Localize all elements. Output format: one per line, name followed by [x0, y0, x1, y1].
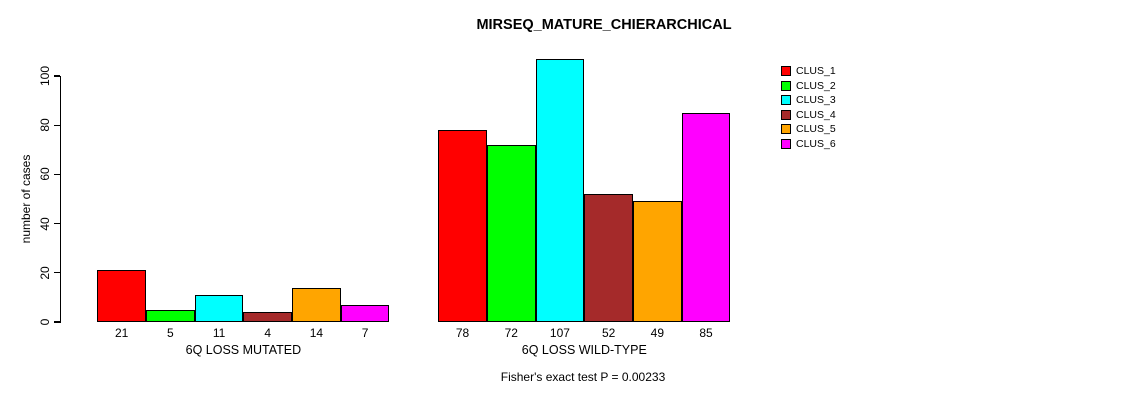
legend-item-clus-4: CLUS_4 — [781, 109, 836, 121]
legend-item-clus-3: CLUS_3 — [781, 94, 836, 106]
y-axis-tick-label: 20 — [37, 266, 52, 280]
legend-item-label: CLUS_1 — [796, 65, 836, 77]
y-axis-tick-label: 80 — [37, 118, 52, 132]
bar-clus-3-6q-loss-wild-type — [535, 58, 585, 322]
bar-value-label: 85 — [699, 326, 713, 340]
bar-value-label: 107 — [549, 326, 570, 340]
bar-value-label: 49 — [650, 326, 665, 340]
x-axis-group-label-6q-loss-mutated: 6Q LOSS MUTATED — [185, 343, 302, 357]
bar-clus-4-6q-loss-mutated — [243, 312, 293, 322]
bar-clus-4-6q-loss-wild-type — [584, 194, 633, 322]
bar-clus-5-6q-loss-wild-type — [633, 201, 682, 322]
legend-color-swatch — [781, 109, 791, 120]
y-axis-tick — [53, 321, 60, 323]
y-axis-tick — [53, 223, 60, 225]
x-axis-group-label-6q-loss-wild-type: 6Q LOSS WILD-TYPE — [521, 343, 647, 357]
y-axis-tick-label: 60 — [37, 167, 52, 182]
bar-value-label: 4 — [264, 326, 272, 340]
bar-value-label: 21 — [114, 326, 129, 340]
bar-value-label: 72 — [504, 326, 518, 340]
y-axis-tick — [53, 272, 60, 274]
legend-item-clus-6: CLUS_6 — [781, 138, 836, 150]
bar-value-label: 5 — [167, 326, 174, 340]
bar-value-label: 11 — [212, 326, 226, 340]
bar-clus-3-6q-loss-mutated — [194, 294, 244, 322]
footnote-text: Fisher's exact test P = 0.00233 — [500, 370, 666, 384]
y-axis-tick — [53, 124, 60, 126]
y-axis-line — [59, 76, 61, 323]
y-axis-label: number of cases — [19, 154, 33, 244]
bar-value-label: 14 — [309, 326, 324, 340]
chart-title: MIRSEQ_MATURE_CHIERARCHICAL — [476, 17, 732, 33]
bar-clus-5-6q-loss-mutated — [292, 287, 341, 322]
legend-color-swatch — [781, 66, 791, 76]
bar-value-label: 78 — [455, 326, 470, 340]
legend-color-swatch — [781, 95, 791, 106]
bar-clus-1-6q-loss-wild-type — [438, 130, 487, 322]
legend-item-label: CLUS_5 — [796, 123, 836, 136]
legend-item-label: CLUS_2 — [796, 79, 836, 92]
legend-item-label: CLUS_3 — [796, 94, 836, 107]
bar-value-label: 52 — [601, 326, 616, 340]
y-axis-tick-label: 40 — [37, 216, 52, 231]
legend-color-swatch — [781, 139, 791, 149]
bar-clus-2-6q-loss-wild-type — [486, 144, 536, 322]
bar-clus-6-6q-loss-mutated — [340, 304, 390, 322]
bar-clus-1-6q-loss-mutated — [97, 270, 146, 322]
bar-clus-6-6q-loss-wild-type — [681, 112, 731, 322]
legend-item-label: CLUS_4 — [796, 108, 836, 121]
legend-item-clus-1: CLUS_1 — [781, 65, 836, 77]
bar-value-label: 7 — [361, 326, 369, 340]
y-axis-tick-label: 100 — [37, 65, 52, 87]
y-axis-tick — [53, 173, 60, 176]
legend-color-swatch — [781, 80, 791, 91]
legend-color-swatch — [781, 124, 791, 135]
y-axis-tick — [53, 75, 60, 77]
bar-clus-2-6q-loss-mutated — [146, 309, 195, 322]
legend-item-label: CLUS_6 — [796, 138, 836, 150]
legend-item-clus-5: CLUS_5 — [781, 123, 836, 135]
y-axis-tick-label: 0 — [37, 318, 52, 326]
legend-item-clus-2: CLUS_2 — [781, 80, 836, 92]
